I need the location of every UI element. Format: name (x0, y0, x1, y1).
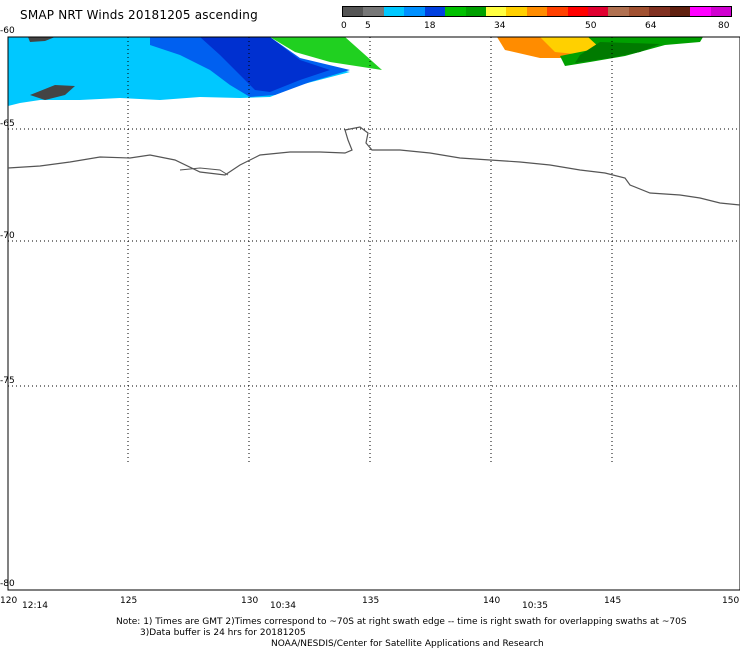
swath-left-darkblue (200, 37, 330, 92)
lon-label-140: 140 (483, 596, 501, 606)
swath-left-gray-top (28, 37, 55, 42)
wind-swaths (8, 37, 703, 106)
colorbar-segment (424, 7, 446, 16)
map-frame (7, 36, 740, 591)
colorbar-label-64: 64 (645, 21, 657, 31)
colorbar-segment (588, 7, 609, 16)
lon-label-145: 145 (604, 596, 622, 606)
time-label-1035: 10:35 (522, 601, 548, 611)
lat-label-75: -75 (0, 376, 15, 386)
colorbar-label-0: 0 (341, 21, 347, 31)
colorbar-segment (710, 7, 732, 16)
colorbar-segment (485, 7, 507, 16)
colorbar-segment (363, 7, 384, 16)
coastline-inlet (179, 167, 229, 176)
lat-label-60: -60 (0, 26, 15, 36)
lat-label-70: -70 (0, 231, 15, 241)
colorbar-segment (526, 7, 548, 16)
colorbar-segment (608, 7, 629, 16)
colorbar-segment (649, 7, 670, 16)
colorbar-segment (465, 7, 486, 16)
lon-label-150: 150 (722, 596, 740, 606)
time-label-1214: 12:14 (22, 601, 48, 611)
colorbar-label-5: 5 (365, 21, 371, 31)
colorbar-segment (445, 7, 466, 16)
colorbar-label-80: 80 (718, 21, 730, 31)
lat-label-65: -65 (0, 119, 15, 129)
antarctic-coastline (7, 126, 740, 206)
lon-label-135: 135 (362, 596, 380, 606)
colorbar-segment (404, 7, 425, 16)
lat-label-80: -80 (0, 579, 15, 589)
swath-left-green (270, 37, 382, 70)
colorbar-label-18: 18 (424, 21, 436, 31)
colorbar-label-50: 50 (585, 21, 597, 31)
colorbar-strip (342, 6, 732, 17)
colorbar-segment (547, 7, 568, 16)
colorbar-segment (383, 7, 405, 16)
map-title: SMAP NRT Winds 20181205 ascending (20, 8, 258, 22)
colorbar-segment (690, 7, 711, 16)
colorbar-segment (669, 7, 691, 16)
swath-right-darkgreen (575, 42, 660, 63)
footnote-line-1: Note: 1) Times are GMT 2)Times correspon… (116, 617, 687, 627)
footnote-credit: NOAA/NESDIS/Center for Satellite Applica… (271, 639, 544, 649)
wind-speed-colorbar: 0 5 18 34 50 64 80 (340, 6, 732, 36)
swath-left-gray-mid (30, 85, 75, 100)
colorbar-segment (567, 7, 589, 16)
graticule (8, 37, 740, 465)
colorbar-label-34: 34 (494, 21, 506, 31)
time-label-1034: 10:34 (270, 601, 296, 611)
lon-label-120: 120 (0, 596, 18, 606)
colorbar-segment (628, 7, 650, 16)
colorbar-segment (343, 7, 364, 16)
footnote-line-2: 3)Data buffer is 24 hrs for 20181205 (140, 628, 306, 638)
colorbar-segment (506, 7, 527, 16)
lon-label-125: 125 (120, 596, 138, 606)
lon-label-130: 130 (241, 596, 259, 606)
